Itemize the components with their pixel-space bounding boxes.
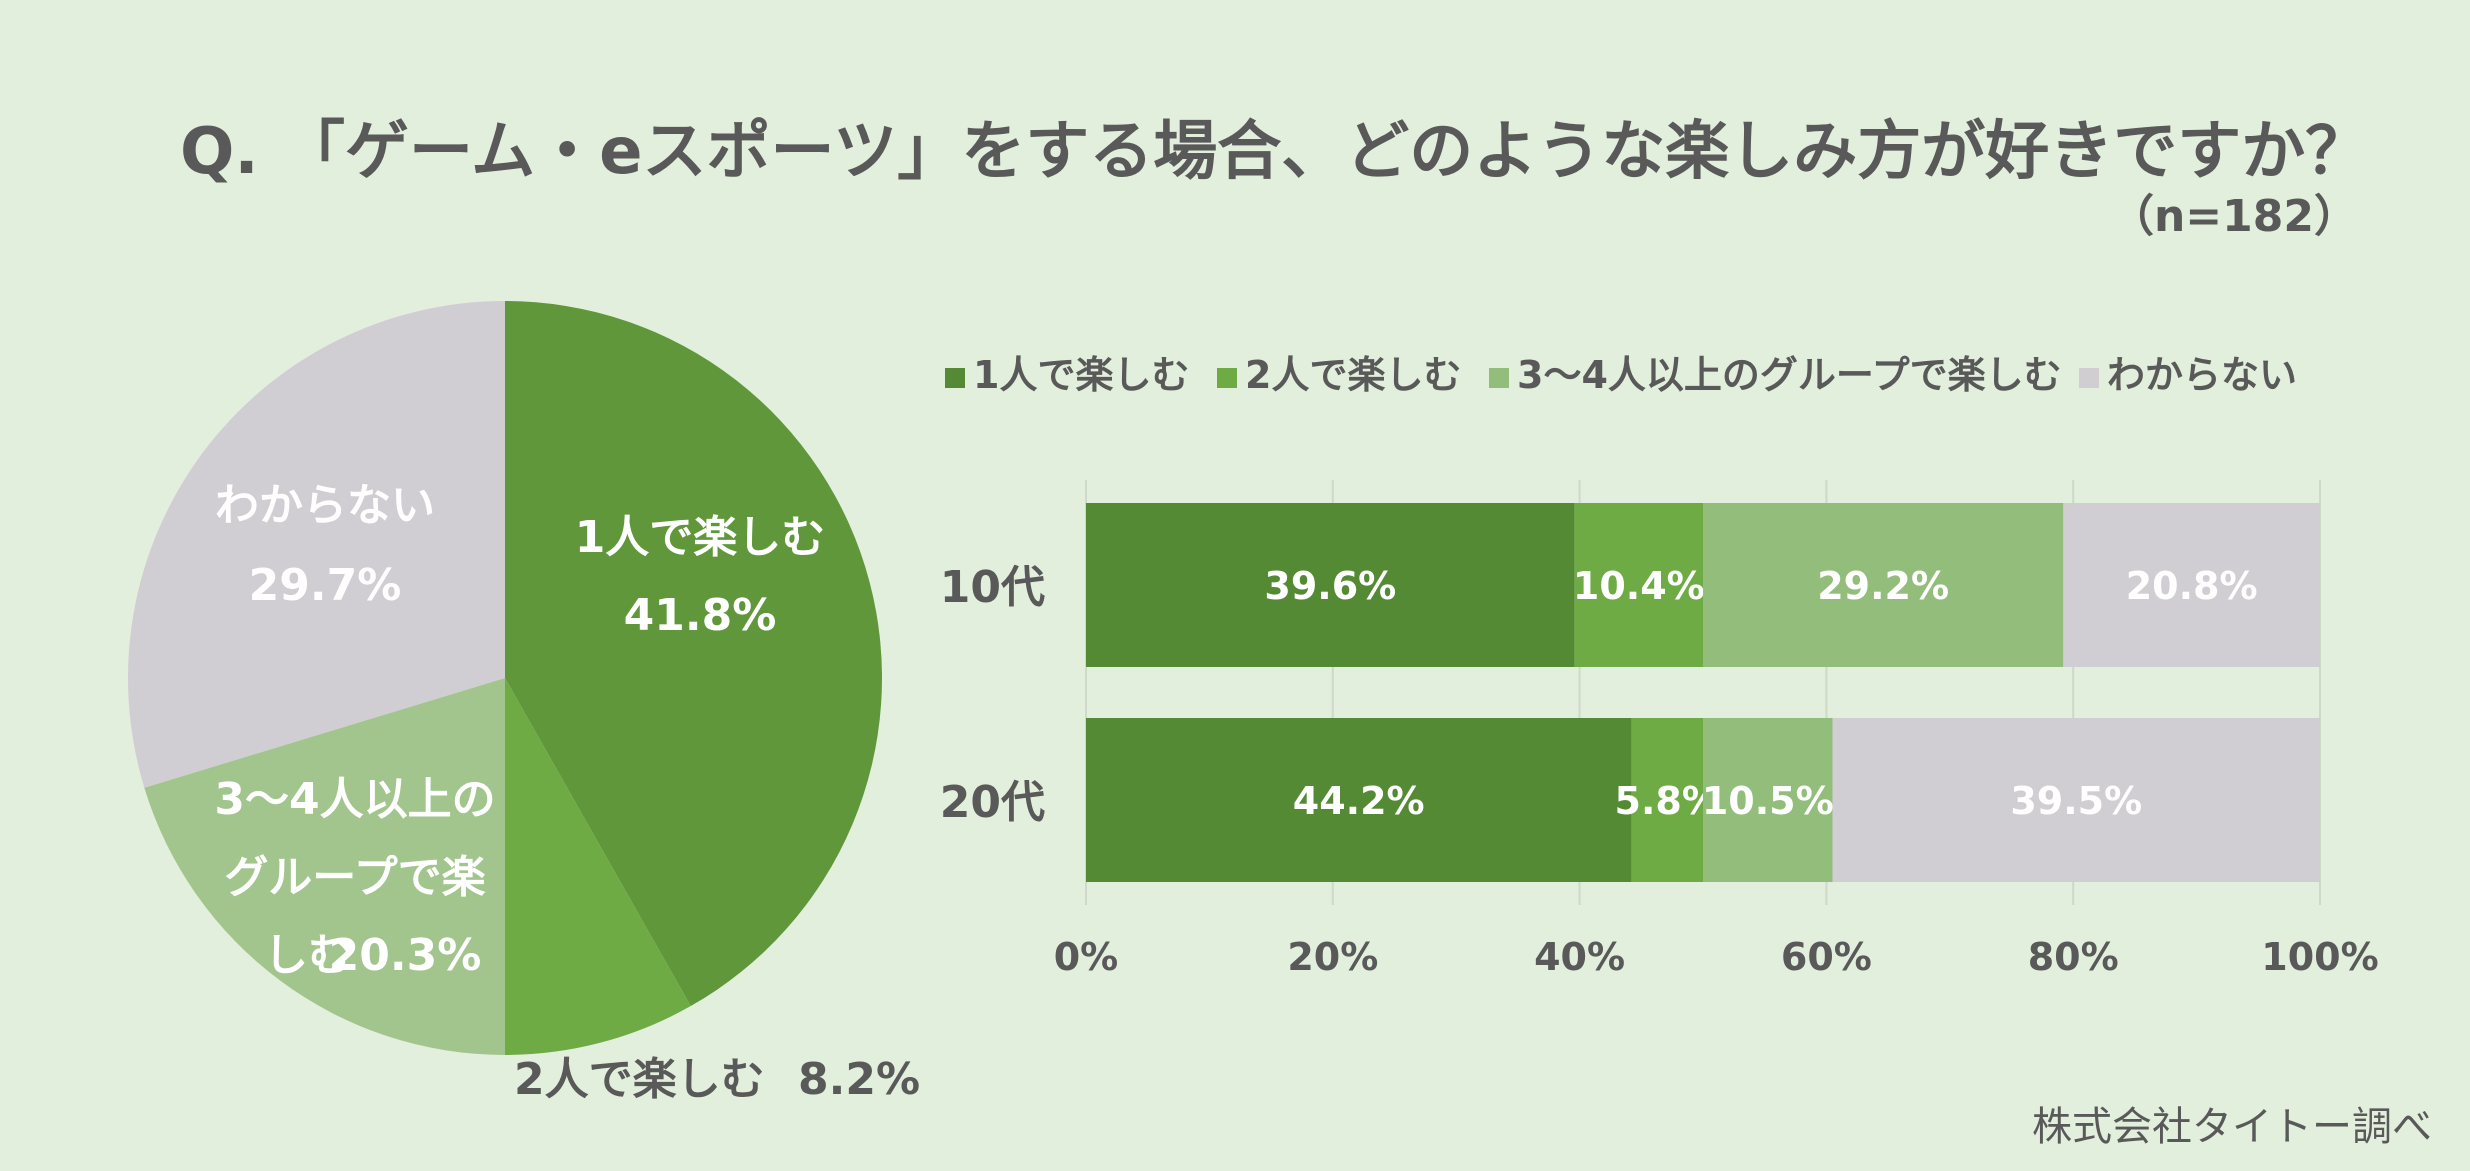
bar-segment <box>1574 503 1703 667</box>
x-tick-label: 20% <box>1287 935 1378 979</box>
legend-label: 3〜4人以上のグループで楽しむ <box>1517 353 2062 397</box>
pie-label-category: 2人で楽しむ <box>514 1054 765 1105</box>
data-label: 29.2% <box>1817 564 1949 608</box>
data-label: 39.5% <box>2010 779 2142 823</box>
pie-slice <box>144 678 505 1055</box>
legend-label: わからない <box>2107 353 2297 397</box>
data-label: 10.5% <box>1702 779 1834 823</box>
pie-label-value: 29.7% <box>249 560 402 611</box>
bar-segment <box>2063 503 2320 667</box>
sample-size: （n=182） <box>2109 191 2358 242</box>
chart-title: Q. 「ゲーム・eスポーツ」をする場合、どのような楽しみ方が好きですか？ <box>180 115 2370 189</box>
bar-segment <box>1703 718 1833 882</box>
pie-label-category: 1人で楽しむ <box>575 512 826 563</box>
source-credit: 株式会社タイトー調べ <box>2032 1104 2432 1150</box>
data-label: 20.8% <box>2126 564 2258 608</box>
pie-slice <box>127 301 505 788</box>
pie-label-value: 41.8% <box>624 590 777 641</box>
legend-swatch <box>1489 368 1509 388</box>
x-tick-label: 40% <box>1534 935 1625 979</box>
data-label: 39.6% <box>1264 564 1396 608</box>
pie-label-category: グループで楽 <box>224 852 485 903</box>
pie-label-value: 8.2% <box>798 1054 920 1105</box>
bar-segment <box>1631 718 1703 882</box>
bar-segment <box>1086 503 1575 667</box>
bar-segment <box>1832 718 2320 882</box>
x-tick-label: 80% <box>2028 935 2119 979</box>
pie-slice <box>505 301 882 1007</box>
x-tick-label: 0% <box>1054 935 1119 979</box>
legend-swatch <box>945 368 965 388</box>
x-tick-label: 100% <box>2261 935 2378 979</box>
bar-segment <box>1703 503 2064 667</box>
pie-label-value: 20.3% <box>329 930 482 981</box>
data-label: 5.8% <box>1615 779 1720 823</box>
category-label: 20代 <box>940 777 1045 828</box>
x-tick-label: 60% <box>1781 935 1872 979</box>
data-label: 44.2% <box>1293 779 1425 823</box>
bar-segment <box>1086 718 1632 882</box>
pie-label-category: しむ <box>264 930 352 981</box>
data-label: 10.4% <box>1573 564 1705 608</box>
pie-label-category: わからない <box>215 480 435 531</box>
category-label: 10代 <box>940 562 1045 613</box>
legend-label: 1人で楽しむ <box>973 353 1189 397</box>
pie-slice <box>505 678 691 1055</box>
pie-label-category: 3〜4人以上の <box>214 774 495 825</box>
legend-swatch <box>1217 368 1237 388</box>
legend-swatch <box>2079 368 2099 388</box>
legend-label: 2人で楽しむ <box>1245 353 1461 397</box>
